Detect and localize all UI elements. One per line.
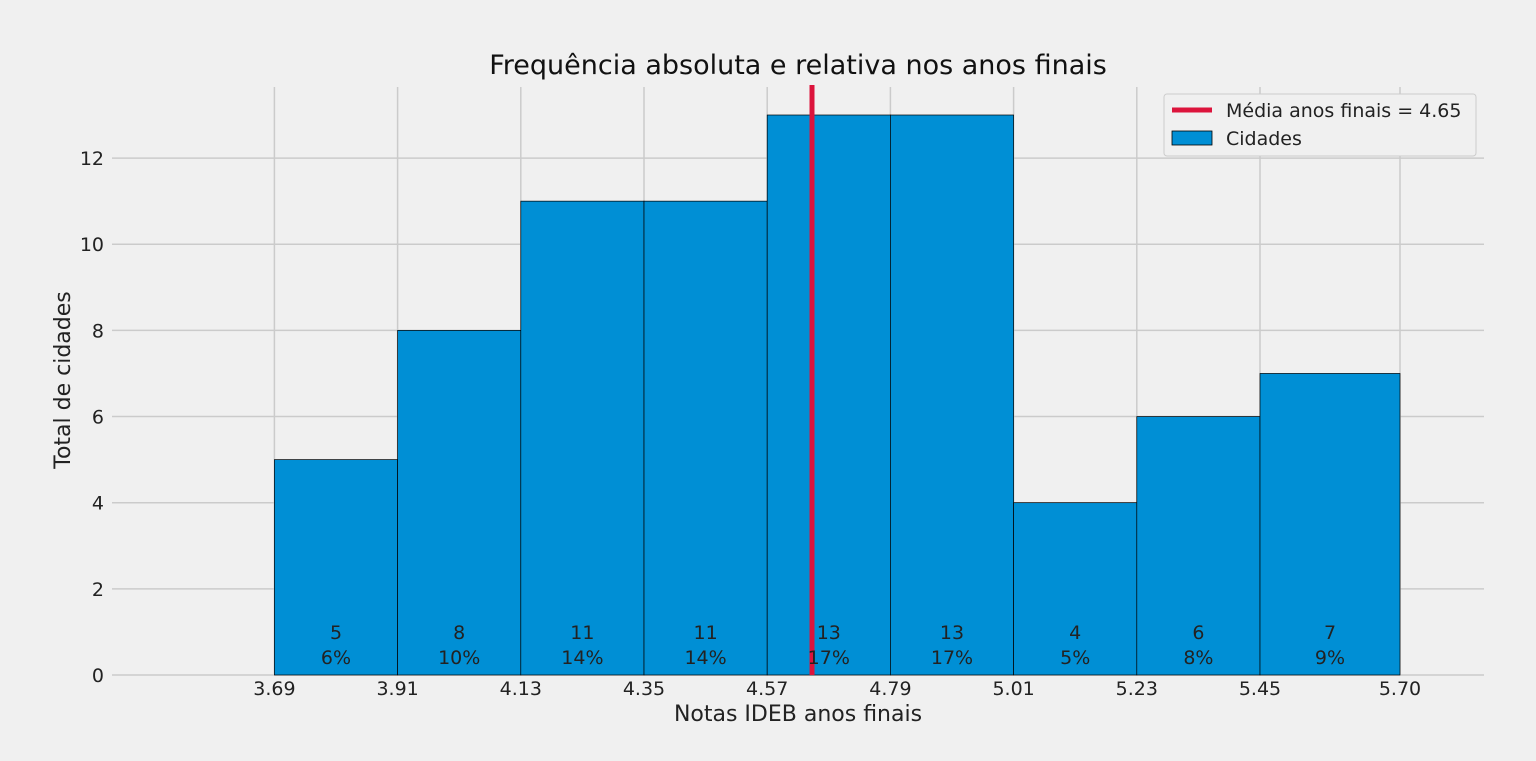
y-tick-labels: 0 2 4 6 8 10 12 xyxy=(80,148,104,687)
y-tick-label: 12 xyxy=(80,148,104,170)
x-tick-label: 5.01 xyxy=(992,678,1034,700)
legend: Média anos finais = 4.65 Cidades xyxy=(1163,93,1477,157)
x-tick-label: 4.13 xyxy=(500,678,542,700)
histogram-bar xyxy=(766,114,891,676)
x-tick-labels: 3.69 3.91 4.13 4.35 4.57 4.79 5.01 5.23 5.45 5.70 xyxy=(253,678,1421,700)
histogram-bar xyxy=(520,200,645,676)
x-tick-label: 3.91 xyxy=(376,678,418,700)
histogram-bar xyxy=(1136,416,1261,676)
percent-label: 6% xyxy=(321,647,351,669)
legend-bar-swatch xyxy=(1171,130,1213,146)
percent-label: 14% xyxy=(561,647,603,669)
y-tick-label: 4 xyxy=(92,493,104,515)
y-tick-label: 8 xyxy=(92,320,104,342)
y-tick-label: 10 xyxy=(80,234,104,256)
x-tick-label: 4.57 xyxy=(746,678,788,700)
count-label: 8 xyxy=(453,622,465,644)
percent-label: 14% xyxy=(684,647,726,669)
x-tick-label: 5.70 xyxy=(1379,678,1421,700)
histogram-bar xyxy=(1013,502,1138,676)
y-tick-label: 2 xyxy=(92,579,104,601)
percent-label: 5% xyxy=(1060,647,1090,669)
histogram-bar xyxy=(890,114,1014,676)
count-label: 11 xyxy=(570,622,594,644)
x-tick-label: 5.23 xyxy=(1116,678,1158,700)
count-label: 7 xyxy=(1324,622,1336,644)
percent-label: 8% xyxy=(1183,647,1213,669)
x-tick-label: 4.79 xyxy=(869,678,911,700)
percent-label: 17% xyxy=(808,647,850,669)
chart-title: Frequência absoluta e relativa nos anos … xyxy=(489,50,1107,81)
y-axis-label: Total de cidades xyxy=(51,291,76,469)
count-label: 13 xyxy=(940,622,964,644)
x-tick-label: 3.69 xyxy=(253,678,295,700)
percent-label: 9% xyxy=(1315,647,1345,669)
legend-mean-label: Média anos finais = 4.65 xyxy=(1226,100,1462,122)
x-tick-label: 5.45 xyxy=(1239,678,1281,700)
y-tick-label: 0 xyxy=(92,665,104,687)
count-label: 11 xyxy=(694,622,718,644)
percent-label: 17% xyxy=(931,647,973,669)
histogram-bar xyxy=(274,459,398,676)
legend-series-label: Cidades xyxy=(1226,128,1302,150)
x-axis-label: Notas IDEB anos finais xyxy=(674,702,922,727)
x-tick-label: 4.35 xyxy=(623,678,665,700)
data-labels: 5 6% 8 10% 11 14% 11 14% 13 17% 13 17% 4 5% 6 8% 7 9% xyxy=(321,622,1345,669)
bars xyxy=(274,114,1401,676)
histogram-bar xyxy=(643,200,768,676)
percent-label: 10% xyxy=(438,647,480,669)
histogram-bar xyxy=(1259,373,1401,676)
histogram-bar xyxy=(397,330,522,676)
y-tick-label: 6 xyxy=(92,407,104,429)
count-label: 4 xyxy=(1069,622,1081,644)
count-label: 13 xyxy=(817,622,841,644)
count-label: 5 xyxy=(330,622,342,644)
legend-box xyxy=(1163,93,1477,157)
count-label: 6 xyxy=(1192,622,1204,644)
